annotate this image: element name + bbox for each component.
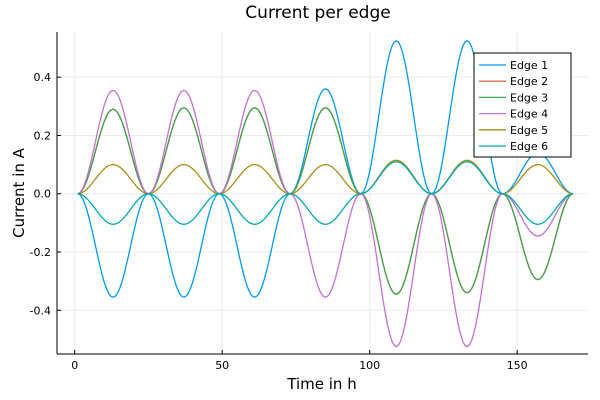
x-tick-label: 150 <box>507 359 528 372</box>
ticks: 0 50 100 150 -0.4 -0.2 0.0 0.2 0.4 <box>30 71 528 372</box>
legend-box <box>473 52 572 158</box>
y-tick-label: 0.0 <box>34 188 52 201</box>
x-tick-label: 50 <box>215 359 229 372</box>
y-axis-label: Current in A <box>10 147 28 238</box>
chart-title: Current per edge <box>245 3 390 23</box>
legend-label: Edge 3 <box>510 91 548 104</box>
legend-label: Edge 1 <box>510 59 548 72</box>
series-line-edge-4 <box>77 89 574 348</box>
x-tick-label: 100 <box>359 359 380 372</box>
y-tick-label: 0.2 <box>34 129 52 142</box>
y-tick-label: -0.4 <box>30 304 51 317</box>
legend-label: Edge 4 <box>510 108 548 121</box>
x-axis-label: Time in h <box>286 375 356 393</box>
y-tick-label: -0.2 <box>30 246 51 259</box>
legend-label: Edge 5 <box>510 124 548 137</box>
y-tick-label: 0.4 <box>34 71 52 84</box>
x-tick-label: 0 <box>71 359 78 372</box>
series-line-edge-3 <box>77 107 574 295</box>
legend: Edge 1 Edge 2 Edge 3 Edge 4 Edge 5 Edge 6 <box>473 52 572 158</box>
legend-label: Edge 2 <box>510 75 548 88</box>
legend-label: Edge 6 <box>510 140 548 153</box>
series-line-edge-6 <box>77 161 574 225</box>
